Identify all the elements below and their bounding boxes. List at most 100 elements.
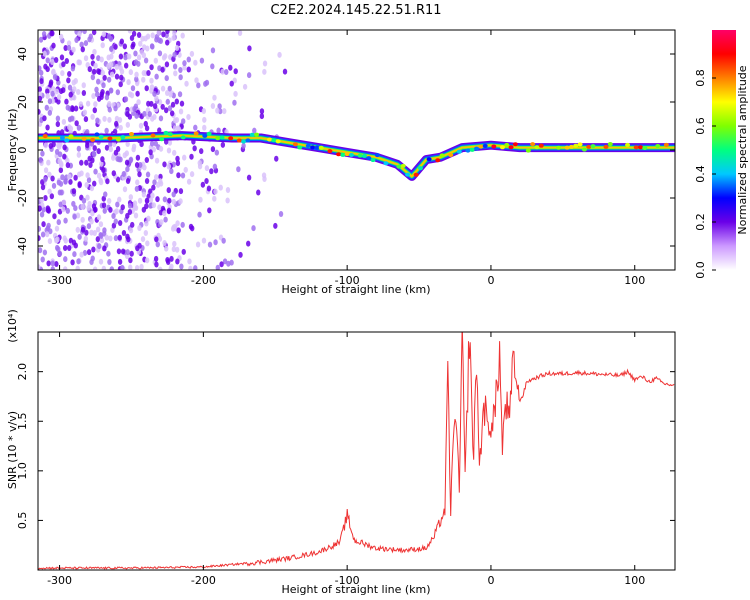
noise-speck	[175, 160, 181, 167]
noise-speck	[119, 68, 125, 75]
noise-speck	[87, 36, 92, 43]
y-tick-label: 1.0	[16, 462, 29, 480]
noise-speck	[125, 249, 130, 256]
noise-speck	[114, 73, 120, 80]
noise-speck	[102, 245, 107, 252]
noise-speck	[41, 30, 47, 37]
noise-speck	[51, 68, 56, 75]
noise-speck	[172, 240, 177, 247]
noise-speck	[181, 248, 186, 255]
noise-speck	[131, 30, 137, 37]
x-tick-label: 0	[487, 274, 494, 287]
noise-speck	[55, 121, 61, 128]
noise-speck	[190, 225, 195, 232]
noise-speck	[256, 189, 261, 196]
noise-speck	[101, 82, 106, 89]
noise-speck	[201, 107, 207, 114]
noise-speck	[70, 106, 75, 113]
noise-speck	[193, 124, 198, 131]
noise-speck	[207, 241, 213, 248]
noise-speck	[232, 99, 237, 106]
noise-speck	[164, 90, 170, 97]
noise-speck	[94, 91, 100, 98]
noise-speck	[128, 227, 134, 234]
trace-blob	[474, 146, 480, 151]
noise-speck	[160, 103, 165, 110]
noise-speck	[186, 66, 191, 73]
noise-speck	[73, 242, 78, 249]
noise-speck	[51, 141, 56, 148]
noise-speck	[66, 44, 72, 51]
colorbar: 0.0 0.2 0.4 0.6 0.8 Normalized spectral ampl…	[694, 30, 749, 279]
colorbar-tick-label: 0.6	[694, 117, 707, 135]
noise-speck	[154, 236, 159, 243]
noise-speck	[136, 54, 142, 61]
noise-speck	[175, 220, 180, 227]
noise-speck	[101, 202, 107, 209]
noise-speck	[162, 53, 168, 60]
noise-speck	[176, 227, 181, 234]
noise-speck	[213, 188, 218, 195]
noise-speck	[62, 144, 67, 151]
noise-speck	[57, 151, 63, 158]
noise-speck	[92, 145, 97, 152]
trace-blob	[491, 144, 497, 149]
noise-speck	[82, 30, 87, 35]
trace-blob	[435, 158, 441, 163]
noise-speck	[144, 157, 150, 164]
noise-speck	[165, 39, 170, 46]
noise-speck	[163, 216, 168, 223]
noise-speck	[46, 222, 51, 229]
noise-speck	[77, 30, 82, 37]
noise-speck	[162, 239, 167, 246]
noise-speck	[169, 255, 174, 262]
trace-blob	[577, 142, 583, 147]
spectrogram-x-label: Height of straight line (km)	[281, 283, 430, 296]
noise-speck	[214, 149, 220, 156]
noise-speck	[70, 65, 76, 72]
noise-speck	[106, 33, 112, 40]
noise-speck	[242, 83, 248, 90]
noise-speck	[128, 264, 133, 270]
noise-speck	[259, 113, 265, 120]
trace-blob	[482, 143, 488, 148]
noise-speck	[195, 241, 201, 248]
noise-speck	[54, 225, 60, 232]
noise-speck	[79, 170, 84, 177]
noise-speck	[186, 56, 191, 63]
noise-speck	[167, 139, 173, 146]
trace-blob	[586, 144, 592, 149]
noise-speck	[70, 259, 75, 266]
noise-speck	[47, 98, 53, 105]
noise-speck	[104, 94, 110, 101]
noise-speck	[222, 108, 227, 115]
trace-blob	[59, 135, 65, 140]
noise-speck	[108, 87, 114, 94]
noise-speck	[202, 124, 207, 131]
noise-speck	[56, 94, 62, 101]
noise-speck	[143, 229, 149, 236]
noise-speck	[193, 265, 198, 270]
trace-blob	[663, 142, 669, 147]
noise-speck	[51, 42, 56, 49]
noise-speck	[40, 231, 46, 238]
noise-speck	[57, 250, 63, 257]
noise-speck	[38, 65, 42, 72]
noise-speck	[49, 30, 54, 37]
noise-speck	[67, 70, 72, 77]
trace-blob	[396, 164, 402, 169]
y-tick-label: 40	[16, 47, 29, 61]
trace-blob	[120, 135, 126, 140]
noise-speck	[128, 156, 134, 163]
trace-blob	[159, 137, 165, 142]
noise-speck	[51, 86, 56, 93]
noise-speck	[155, 241, 160, 248]
noise-speck	[101, 265, 107, 270]
noise-speck	[147, 111, 152, 118]
trace-blob	[150, 133, 156, 138]
noise-speck	[149, 77, 154, 84]
noise-speck	[126, 236, 131, 243]
trace-blob	[405, 172, 411, 177]
noise-speck	[127, 30, 133, 34]
